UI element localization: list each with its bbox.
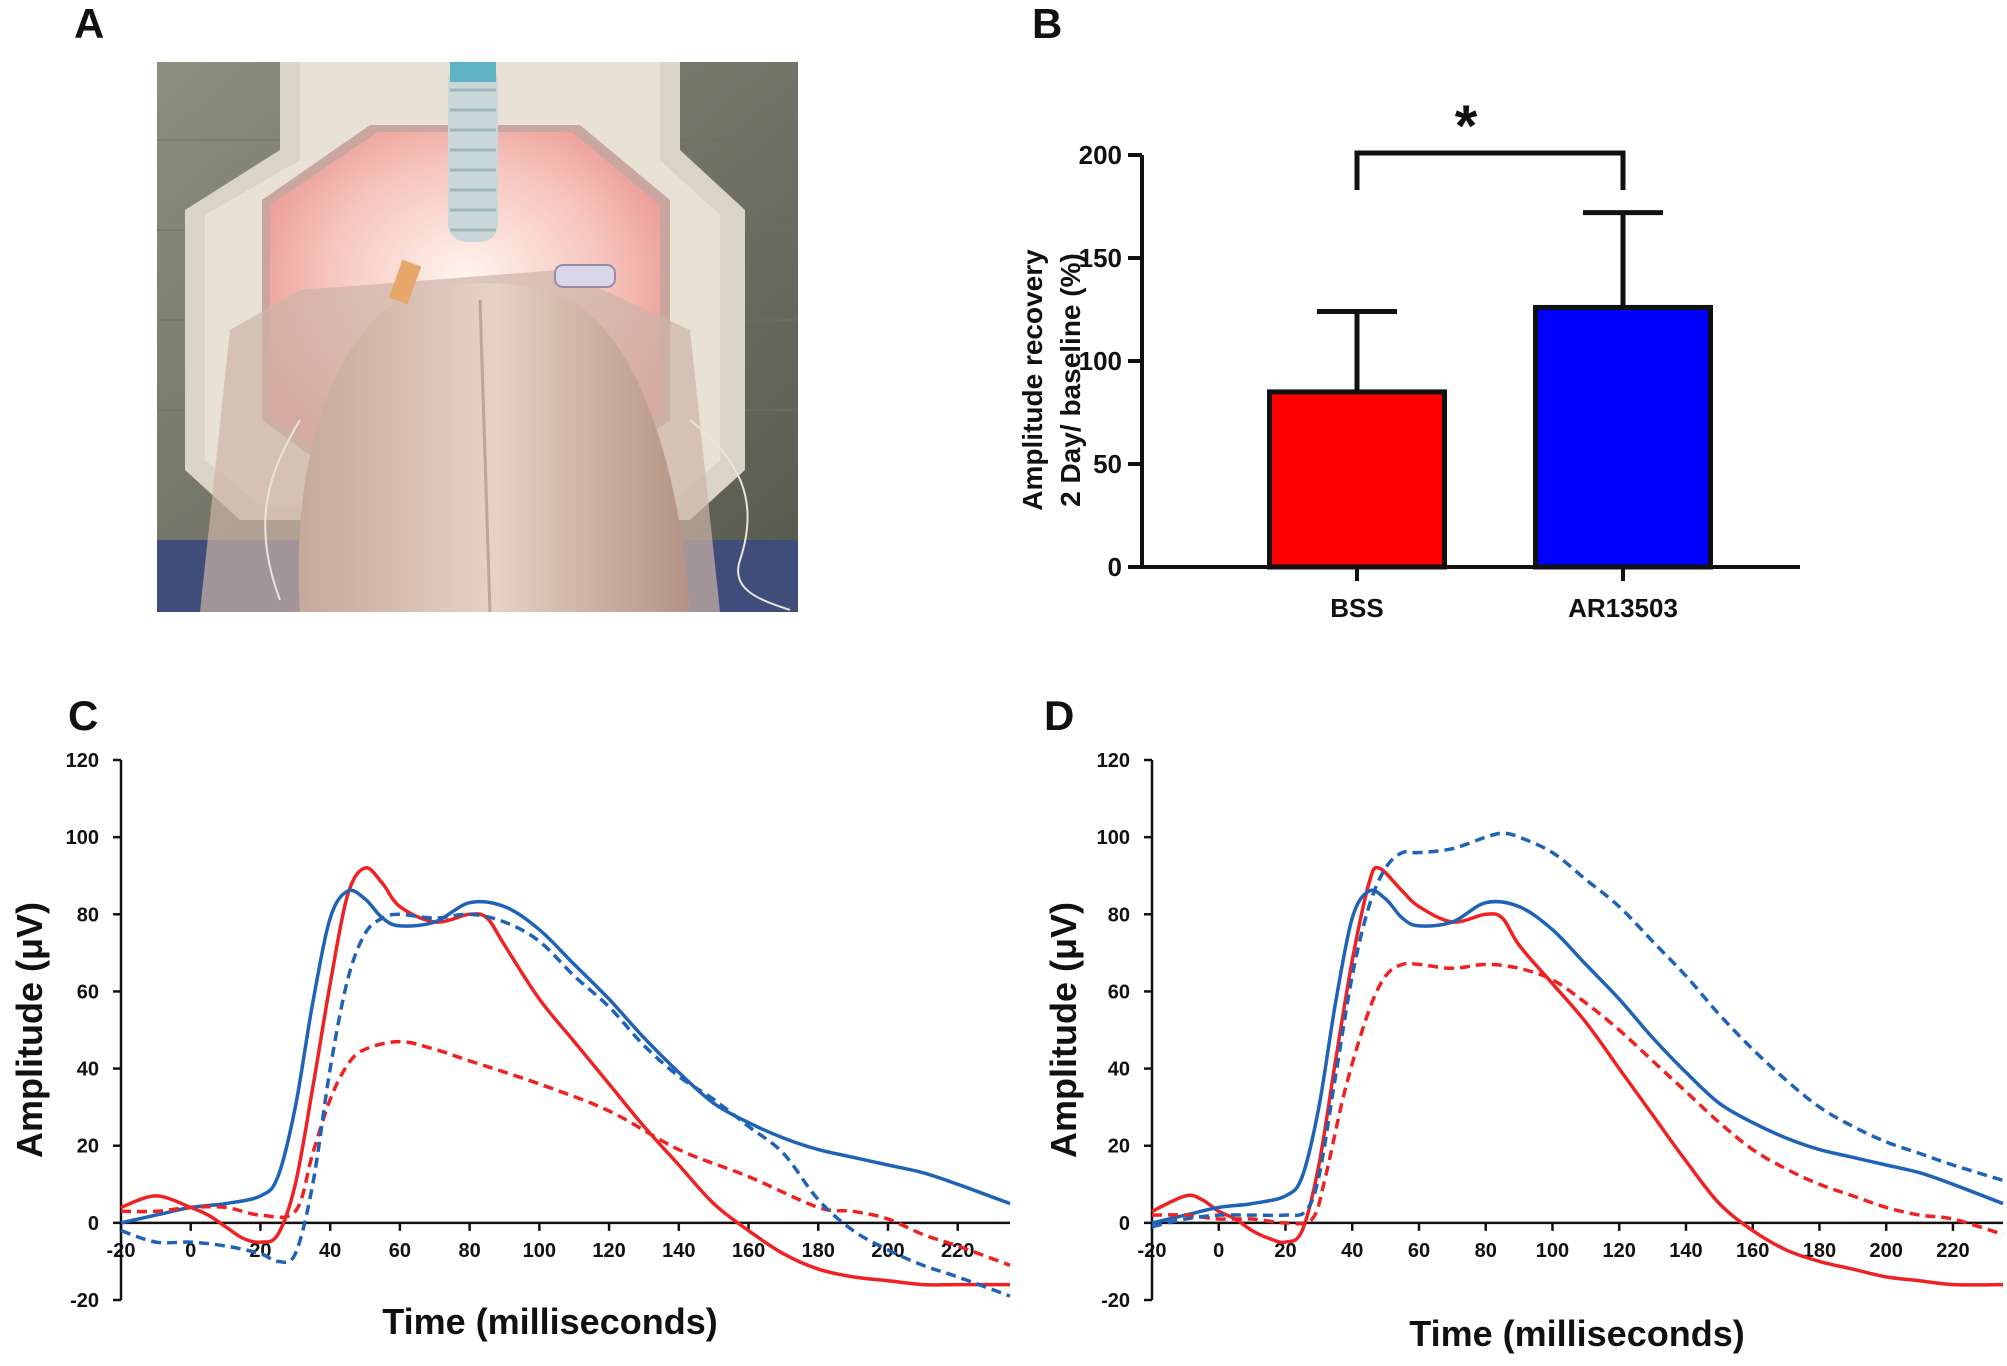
series-blue-solid bbox=[1151, 888, 2004, 1225]
y-tick-label: -20 bbox=[1101, 1290, 1130, 1312]
y-tick-label: 40 bbox=[77, 1059, 99, 1081]
x-tick-label: 80 bbox=[1475, 1240, 1497, 1262]
y-tick-label: 200 bbox=[1079, 140, 1122, 170]
x-tick-label: 120 bbox=[592, 1240, 625, 1262]
chart-b-ylabel-line2: 2 Day/ baseline (%) bbox=[1055, 253, 1086, 507]
x-tick-label: 220 bbox=[1936, 1240, 1969, 1262]
x-tick-label: -20 bbox=[107, 1240, 136, 1262]
y-tick-label: 120 bbox=[1097, 750, 1130, 772]
y-tick-label: 20 bbox=[1108, 1136, 1130, 1158]
x-tick-label: 140 bbox=[662, 1240, 695, 1262]
x-tick-label: 60 bbox=[1408, 1240, 1430, 1262]
x-tick-label: 160 bbox=[1736, 1240, 1769, 1262]
x-tick-label: 220 bbox=[941, 1240, 974, 1262]
x-tick-label: 100 bbox=[523, 1240, 556, 1262]
y-tick-label: 100 bbox=[1097, 827, 1130, 849]
x-tick-label: 60 bbox=[389, 1240, 411, 1262]
y-tick-label: 100 bbox=[66, 827, 99, 849]
y-tick-label: 80 bbox=[77, 904, 99, 926]
y-tick-label: 60 bbox=[1108, 981, 1130, 1003]
y-tick-label: 40 bbox=[1108, 1059, 1130, 1081]
chart-c-ylabel: Amplitude (μV) bbox=[9, 902, 50, 1158]
y-tick-label: 80 bbox=[1108, 904, 1130, 926]
y-tick-label: -20 bbox=[70, 1290, 99, 1312]
significance-bracket bbox=[1354, 150, 1626, 190]
y-tick-label: 50 bbox=[1093, 449, 1122, 479]
x-tick-label: 100 bbox=[1536, 1240, 1569, 1262]
x-tick-label: 160 bbox=[732, 1240, 765, 1262]
chart-c-xlabel: Time (milliseconds) bbox=[382, 1301, 717, 1342]
x-tick-label: 0 bbox=[1213, 1240, 1224, 1262]
x-tick-label: -20 bbox=[1138, 1240, 1167, 1262]
panel-label-b: B bbox=[1032, 0, 1062, 47]
y-tick-label: 120 bbox=[66, 750, 99, 772]
significance-star: * bbox=[1455, 94, 1478, 159]
y-tick-label: 100 bbox=[1079, 346, 1122, 376]
bar-ar13503 bbox=[1533, 304, 1713, 570]
bar-bss bbox=[1267, 389, 1447, 570]
series-red-dashed bbox=[120, 1039, 1011, 1267]
line-chart-d: -20 0 20 40 60 80 100 120 -20 0 20 40 60 80 100 120 140 1… bbox=[1097, 750, 2004, 1312]
series-red-dashed bbox=[1151, 961, 2004, 1237]
x-tick-label: BSS bbox=[1330, 593, 1383, 623]
series-blue-solid bbox=[120, 888, 1011, 1225]
y-tick-label: 0 bbox=[88, 1213, 99, 1235]
chart-d-xlabel: Time (milliseconds) bbox=[1409, 1313, 1744, 1354]
series-blue-dashed bbox=[120, 912, 1011, 1298]
animal-in-ganzfeld-dome-photo bbox=[157, 62, 798, 612]
panel-label-a: A bbox=[74, 0, 104, 47]
x-tick-label: 180 bbox=[802, 1240, 835, 1262]
x-tick-label: 40 bbox=[319, 1240, 341, 1262]
x-tick-label: AR13503 bbox=[1568, 593, 1678, 623]
x-tick-label: 120 bbox=[1603, 1240, 1636, 1262]
chart-b-ylabel-line1: Amplitude recovery bbox=[1017, 249, 1048, 511]
panel-label-c: C bbox=[68, 692, 98, 739]
x-tick-label: 20 bbox=[1274, 1240, 1296, 1262]
chart-d-ylabel: Amplitude (μV) bbox=[1043, 902, 1084, 1158]
x-tick-label: 200 bbox=[1870, 1240, 1903, 1262]
x-tick-label: 140 bbox=[1669, 1240, 1702, 1262]
y-tick-label: 60 bbox=[77, 981, 99, 1003]
x-tick-label: 40 bbox=[1341, 1240, 1363, 1262]
y-tick-label: 0 bbox=[1108, 552, 1122, 582]
bar-chart-b: 0 50 100 150 200 BSS AR13503 bbox=[1079, 140, 1800, 623]
x-tick-label: 80 bbox=[459, 1240, 481, 1262]
x-tick-label: 0 bbox=[185, 1240, 196, 1262]
y-tick-label: 150 bbox=[1079, 243, 1122, 273]
x-tick-label: 180 bbox=[1803, 1240, 1836, 1262]
panel-label-d: D bbox=[1044, 692, 1074, 739]
y-tick-label: 20 bbox=[77, 1136, 99, 1158]
series-blue-dashed bbox=[1151, 831, 2004, 1229]
y-tick-label: 0 bbox=[1119, 1213, 1130, 1235]
